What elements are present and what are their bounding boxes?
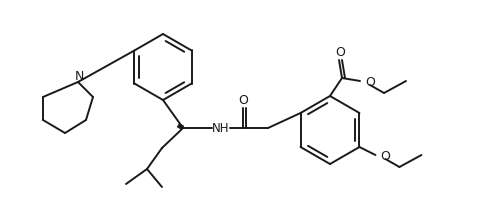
Text: O: O bbox=[238, 94, 248, 108]
Text: NH: NH bbox=[212, 123, 230, 135]
Text: O: O bbox=[380, 150, 390, 162]
Text: O: O bbox=[335, 47, 345, 59]
Text: O: O bbox=[365, 76, 375, 88]
Text: N: N bbox=[74, 69, 84, 83]
